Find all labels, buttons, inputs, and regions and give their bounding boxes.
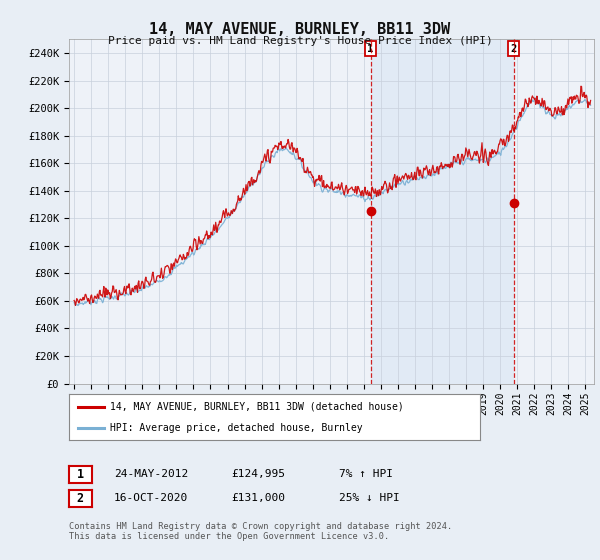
- Text: £131,000: £131,000: [231, 493, 285, 503]
- Text: 2: 2: [511, 44, 517, 54]
- Text: 1: 1: [367, 44, 374, 54]
- Text: 25% ↓ HPI: 25% ↓ HPI: [339, 493, 400, 503]
- Text: 16-OCT-2020: 16-OCT-2020: [114, 493, 188, 503]
- Text: 14, MAY AVENUE, BURNLEY, BB11 3DW: 14, MAY AVENUE, BURNLEY, BB11 3DW: [149, 22, 451, 38]
- Text: 24-MAY-2012: 24-MAY-2012: [114, 469, 188, 479]
- Text: HPI: Average price, detached house, Burnley: HPI: Average price, detached house, Burn…: [110, 423, 363, 433]
- Text: 14, MAY AVENUE, BURNLEY, BB11 3DW (detached house): 14, MAY AVENUE, BURNLEY, BB11 3DW (detac…: [110, 402, 404, 412]
- Bar: [371, 39, 514, 384]
- Text: 2: 2: [77, 492, 84, 505]
- Text: Price paid vs. HM Land Registry's House Price Index (HPI): Price paid vs. HM Land Registry's House …: [107, 36, 493, 46]
- Text: 1: 1: [77, 468, 84, 481]
- Text: Contains HM Land Registry data © Crown copyright and database right 2024.
This d: Contains HM Land Registry data © Crown c…: [69, 522, 452, 542]
- Text: 7% ↑ HPI: 7% ↑ HPI: [339, 469, 393, 479]
- Text: £124,995: £124,995: [231, 469, 285, 479]
